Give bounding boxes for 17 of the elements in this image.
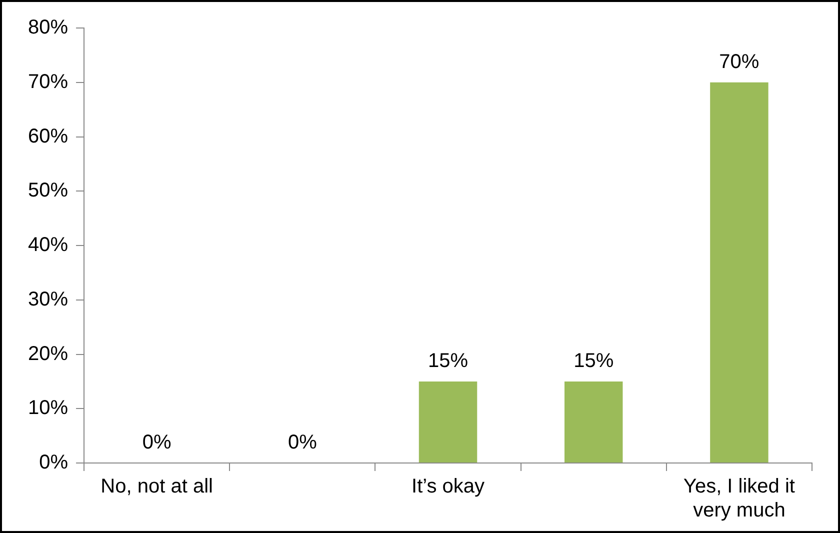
y-tick-label: 80% [28,16,68,39]
x-tick-label: No, not at all [100,476,213,498]
x-tick-label: It’s okay [412,476,485,498]
x-tick-label: Yes, I liked it very much [683,476,796,522]
y-tick-label: 10% [28,397,68,420]
data-label: 0% [288,432,318,454]
y-tick-label: 20% [28,342,68,365]
y-tick-label: 70% [28,70,68,93]
y-tick-label: 0% [39,452,68,474]
y-tick-label: 40% [28,234,68,256]
y-tick-label: 60% [28,125,68,148]
data-label: 15% [574,350,614,372]
y-tick-label: 30% [28,288,68,310]
data-label: 0% [142,432,172,454]
data-label: 15% [428,350,468,372]
y-tick-label: 50% [28,180,68,202]
data-label: 70% [719,50,760,73]
